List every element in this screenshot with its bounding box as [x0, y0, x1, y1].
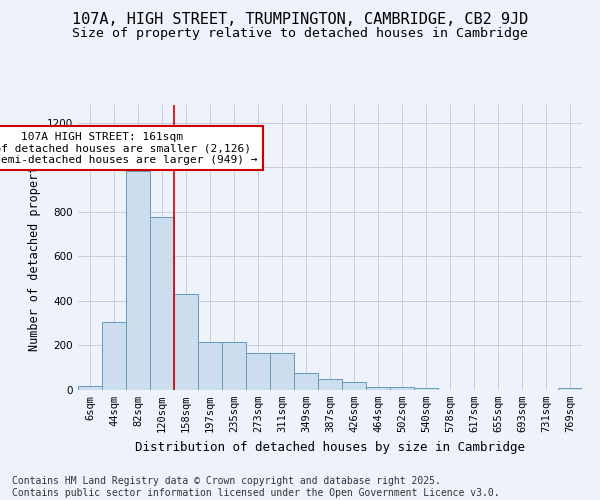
Bar	[126, 170, 150, 390]
Text: Contains HM Land Registry data © Crown copyright and database right 2025.
Contai: Contains HM Land Registry data © Crown c…	[12, 476, 500, 498]
Bar	[150, 218, 174, 390]
Text: 107A HIGH STREET: 161sqm
← 69% of detached houses are smaller (2,126)
31% of sem: 107A HIGH STREET: 161sqm ← 69% of detach…	[0, 132, 257, 165]
Bar	[342, 382, 366, 390]
X-axis label: Distribution of detached houses by size in Cambridge: Distribution of detached houses by size …	[135, 440, 525, 454]
Bar	[246, 354, 270, 390]
Bar	[102, 322, 126, 390]
Text: Size of property relative to detached houses in Cambridge: Size of property relative to detached ho…	[72, 28, 528, 40]
Bar	[222, 342, 246, 390]
Bar	[318, 379, 342, 390]
Bar	[366, 386, 390, 390]
Bar	[270, 354, 294, 390]
Bar	[198, 342, 222, 390]
Bar	[390, 386, 414, 390]
Y-axis label: Number of detached properties: Number of detached properties	[28, 144, 41, 351]
Bar	[558, 388, 582, 390]
Text: 107A, HIGH STREET, TRUMPINGTON, CAMBRIDGE, CB2 9JD: 107A, HIGH STREET, TRUMPINGTON, CAMBRIDG…	[72, 12, 528, 28]
Bar	[294, 374, 318, 390]
Bar	[414, 388, 438, 390]
Bar	[174, 294, 198, 390]
Bar	[78, 386, 102, 390]
